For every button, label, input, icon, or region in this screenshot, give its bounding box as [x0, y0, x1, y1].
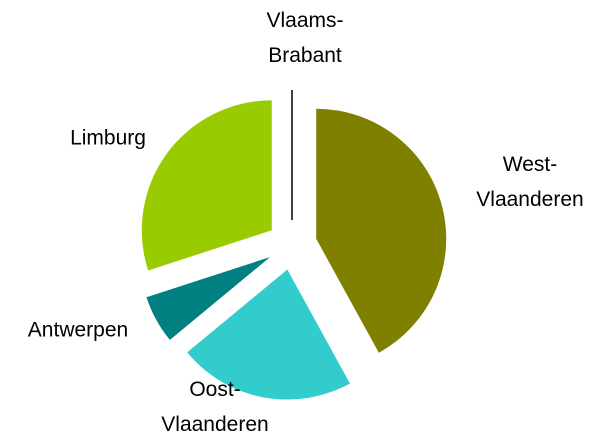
slice — [187, 269, 350, 400]
slice-label: Limburg — [70, 126, 146, 150]
slice — [141, 100, 272, 271]
slice-label: West-Vlaanderen — [476, 153, 584, 211]
slice — [316, 108, 447, 353]
slice-label: Vlaams-Brabant — [266, 9, 344, 67]
slice-label: Oost-Vlaanderen — [161, 378, 269, 436]
slice-label: Antwerpen — [27, 318, 129, 342]
slice — [146, 257, 271, 340]
